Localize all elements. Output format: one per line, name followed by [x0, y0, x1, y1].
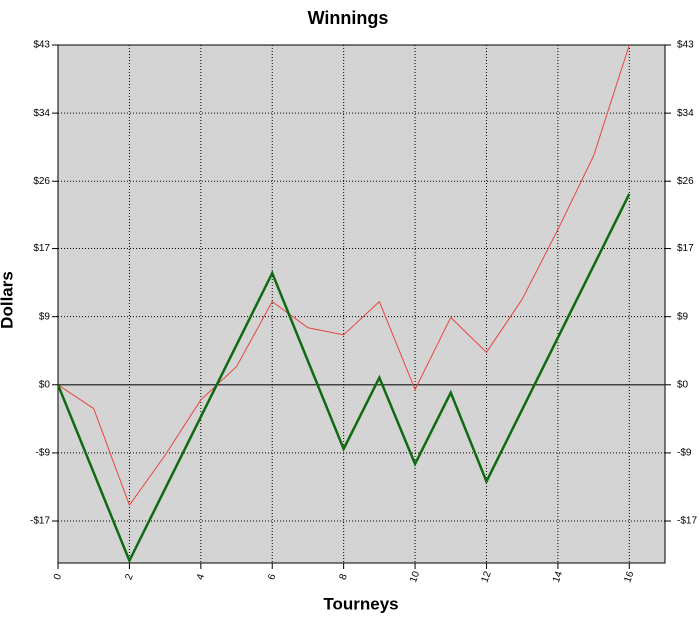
y-tick-label: $9 [39, 311, 51, 322]
y-tick-label: $17 [33, 243, 50, 254]
y2-tick-label: -$17 [677, 516, 697, 527]
x-tick-label: 8 [338, 572, 350, 581]
x-tick-label: 6 [266, 572, 278, 581]
y-tick-label: $43 [33, 40, 50, 51]
series-line [57, 44, 630, 507]
y2-tick-label: $0 [677, 379, 689, 390]
x-tick-label: 14 [551, 570, 565, 585]
y2-tick-label: -$9 [677, 448, 692, 459]
y2-tick-label: $26 [677, 176, 694, 187]
x-tick-label: 2 [123, 572, 135, 581]
y2-tick-label: $43 [677, 40, 694, 51]
y-tick-label: $26 [33, 176, 50, 187]
x-axis-title: Tourneys [323, 594, 398, 613]
plot-area [57, 44, 666, 564]
y-tick-label: -$9 [36, 448, 51, 459]
y-axis-title: Dollars [0, 271, 16, 329]
x-tick-label: 16 [622, 570, 636, 585]
y2-tick-label: $34 [677, 108, 694, 119]
chart-title: Winnings [308, 8, 389, 28]
y2-tick-label: $9 [677, 311, 689, 322]
series-line [56, 193, 631, 564]
x-tick-label: 0 [52, 572, 64, 581]
y-tick-label: $34 [33, 108, 50, 119]
y2-tick-label: $17 [677, 243, 694, 254]
x-tick-label: 10 [408, 570, 422, 585]
y-tick-label: $0 [39, 379, 51, 390]
x-tick-label: 12 [480, 570, 494, 585]
x-tick-label: 4 [195, 572, 207, 581]
y-tick-label: -$17 [30, 516, 50, 527]
